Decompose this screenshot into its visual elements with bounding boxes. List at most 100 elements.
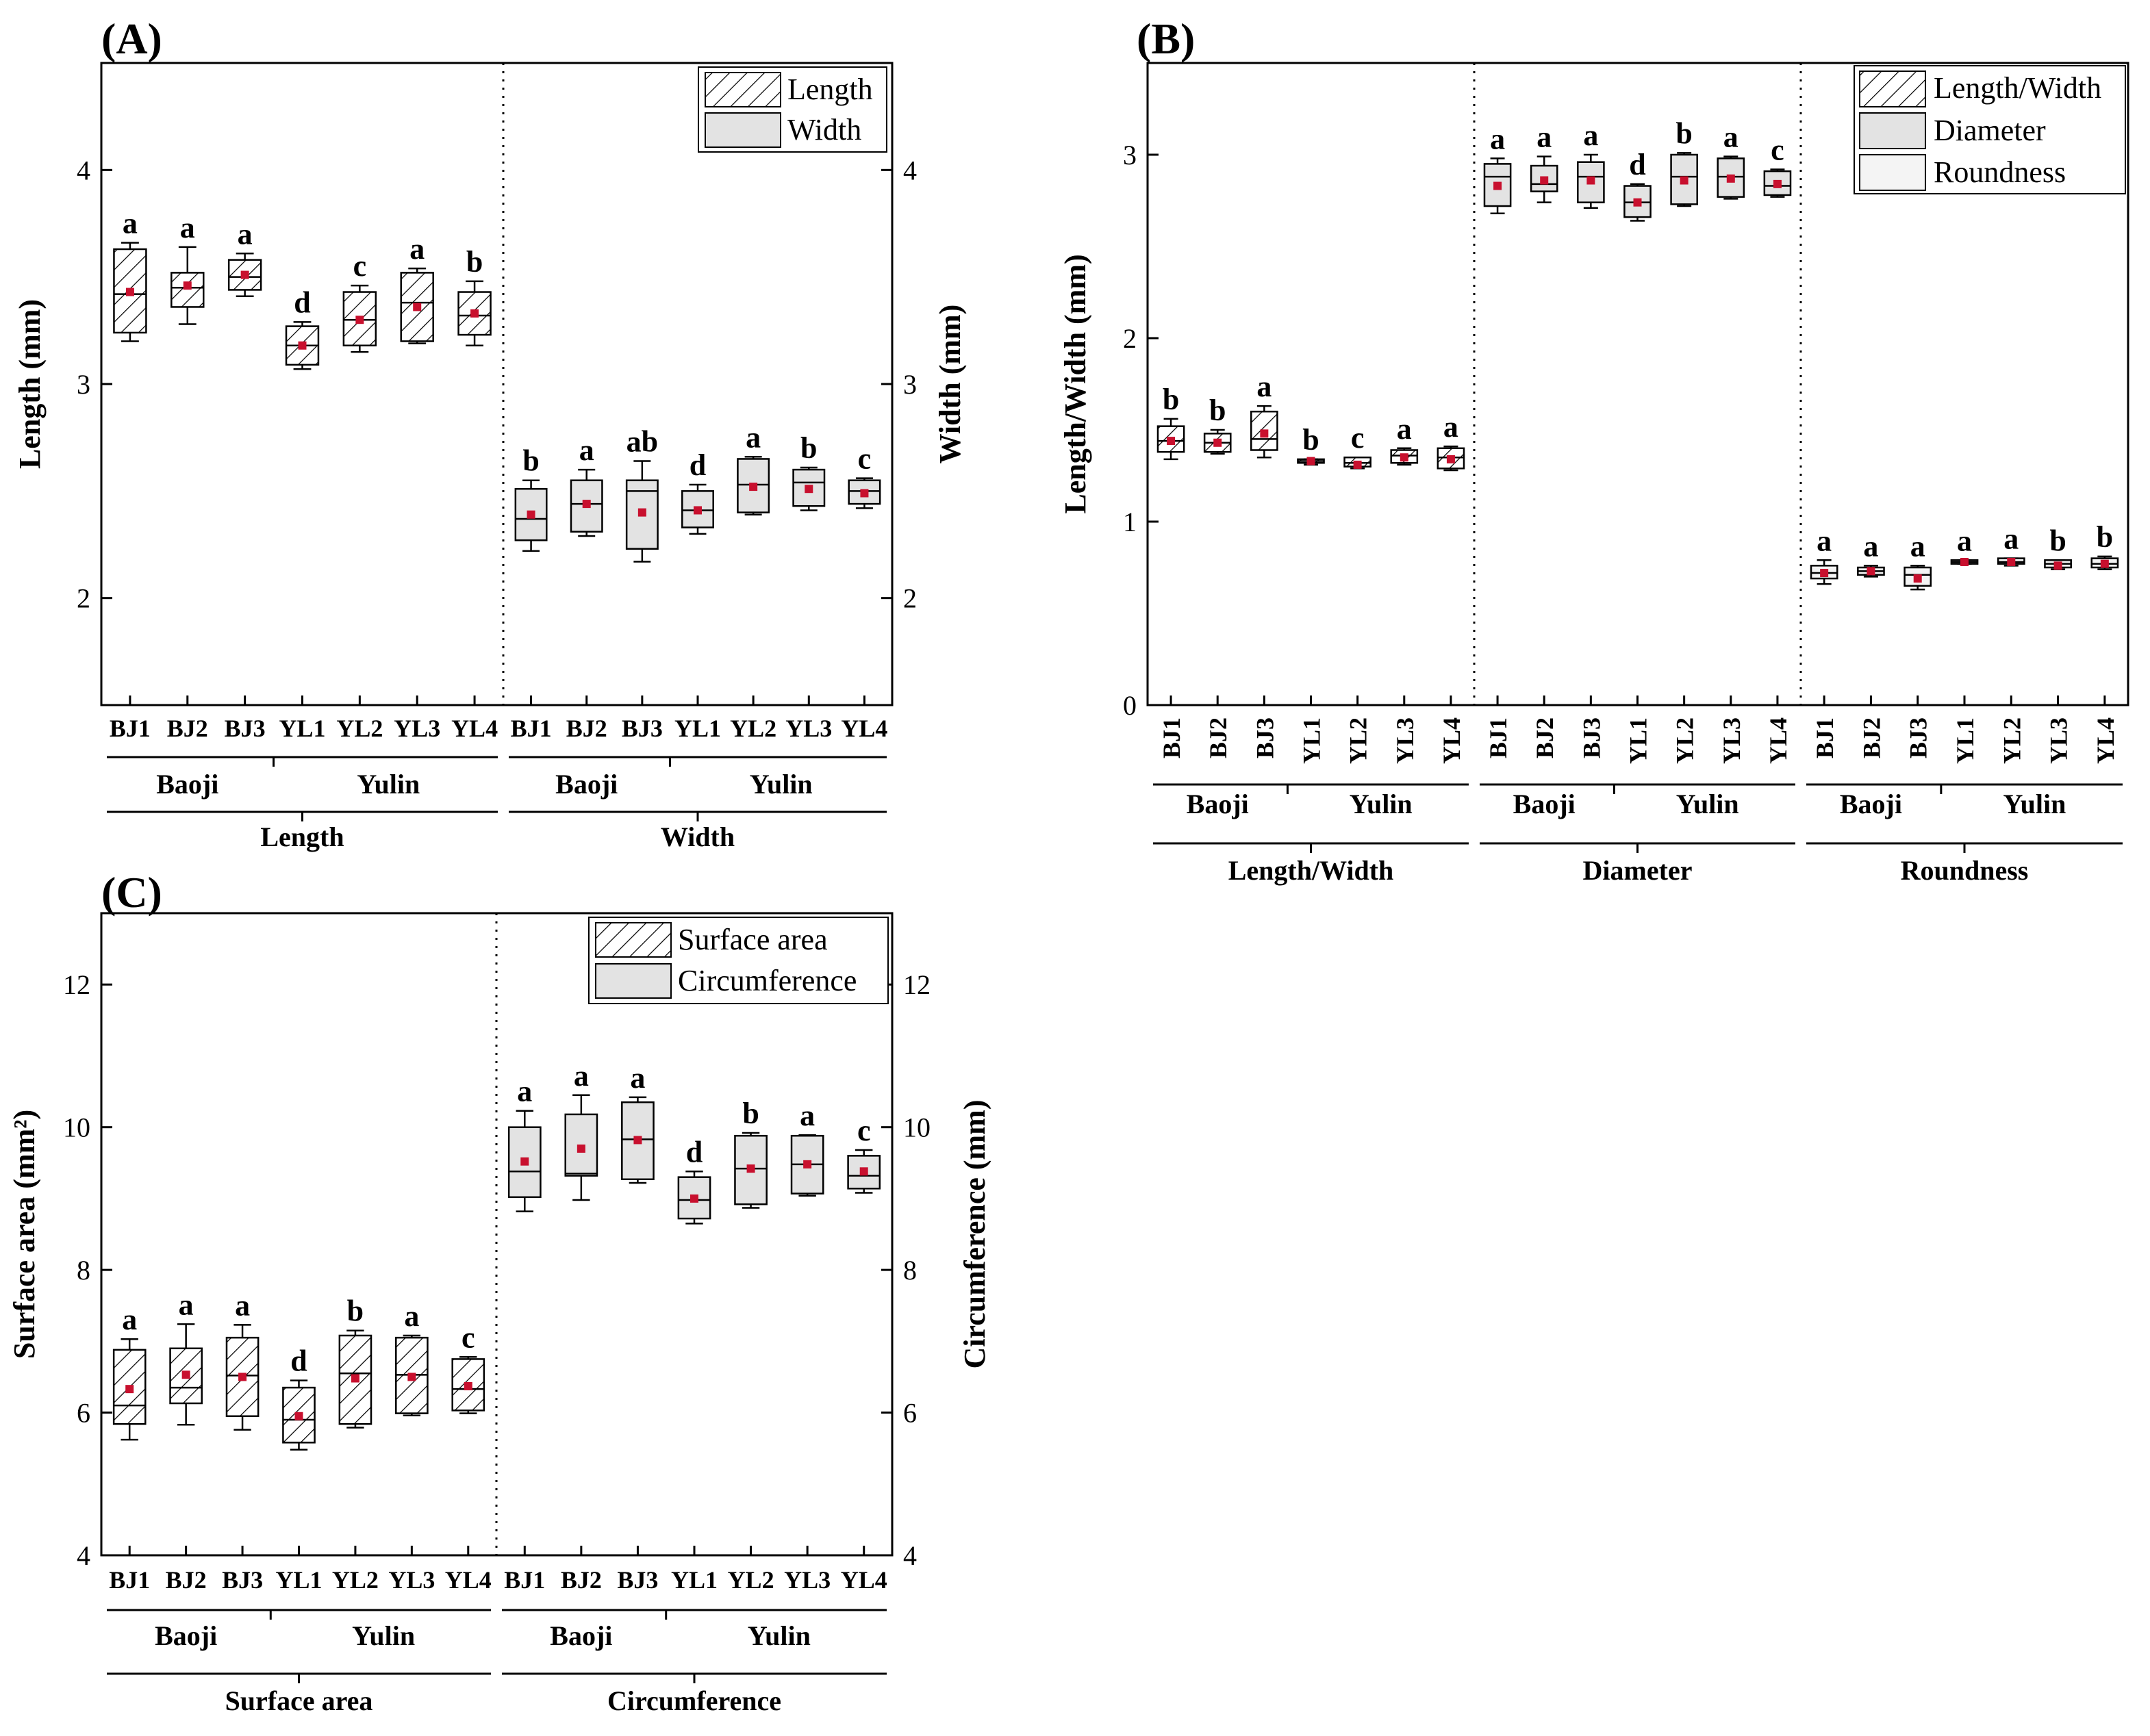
- mean-marker: [1586, 176, 1595, 185]
- significance-letter: a: [1957, 524, 1972, 557]
- mean-marker: [298, 341, 307, 350]
- panel-c-plot: 4 4 6 6 8 8 10 10 12 12 a BJ1 a BJ2 a BJ3 d YL1 b YL2 a YL3 c Y…: [63, 913, 931, 1716]
- mean-marker: [470, 309, 479, 318]
- significance-letter: a: [404, 1299, 419, 1333]
- significance-letter: b: [1209, 394, 1226, 427]
- y-tick-label-right: 12: [903, 969, 931, 1000]
- mean-marker: [1820, 569, 1829, 578]
- y-tick-label: 10: [63, 1112, 90, 1143]
- category-label: YL2: [730, 715, 776, 742]
- legend-label: Length/Width: [1934, 71, 2101, 105]
- category-label: BJ3: [225, 715, 266, 742]
- significance-letter: d: [686, 1135, 703, 1169]
- category-label: YL2: [1671, 717, 1699, 764]
- category-label: BJ1: [504, 1566, 545, 1594]
- significance-letter: b: [2097, 520, 2113, 554]
- significance-letter: a: [1910, 529, 1925, 563]
- category-label: YL2: [1998, 717, 2025, 764]
- mean-marker: [294, 1412, 303, 1420]
- mean-marker: [1400, 453, 1408, 462]
- category-label: BJ2: [167, 715, 208, 742]
- significance-letter: b: [466, 245, 483, 279]
- mean-marker: [520, 1157, 529, 1166]
- category-label: BJ1: [1811, 717, 1838, 758]
- legend-swatch-hatch: [1859, 71, 1926, 107]
- significance-letter: a: [179, 1288, 194, 1321]
- legend: Length/Width Diameter Roundness: [1854, 65, 2126, 194]
- mean-marker: [1260, 429, 1269, 438]
- mean-marker: [859, 1167, 868, 1176]
- category-label: YL3: [1391, 717, 1419, 764]
- category-label: BJ3: [222, 1566, 263, 1594]
- mean-marker: [1913, 574, 1922, 583]
- significance-letter: a: [800, 1099, 815, 1132]
- mean-marker: [2007, 557, 2016, 566]
- panel-b-tag: (B): [1137, 14, 1195, 63]
- mean-marker: [1680, 176, 1689, 185]
- significance-letter: c: [858, 442, 872, 476]
- group-label: Yulin: [1676, 789, 1739, 819]
- panel-c-left-axis-title: Surface area (mm²): [8, 1110, 41, 1359]
- mean-marker: [2100, 559, 2109, 568]
- mean-marker: [803, 1160, 812, 1169]
- category-label: BJ2: [1204, 717, 1232, 758]
- legend-label: Surface area: [678, 923, 828, 956]
- mean-marker: [1213, 438, 1222, 447]
- category-label: YL3: [784, 1566, 831, 1594]
- category-label: YL4: [2092, 717, 2119, 764]
- block-label: Diameter: [1583, 855, 1693, 886]
- category-label: BJ3: [617, 1566, 658, 1594]
- category-label: YL3: [394, 715, 440, 742]
- group-label: Baoji: [1187, 789, 1249, 819]
- y-tick-label: 8: [77, 1255, 90, 1286]
- mean-marker: [413, 303, 422, 311]
- mean-marker: [1867, 567, 1875, 576]
- significance-letter: a: [579, 433, 594, 467]
- significance-letter: a: [235, 1288, 250, 1322]
- mean-marker: [1540, 176, 1549, 185]
- y-tick-label: 2: [77, 583, 90, 614]
- mean-marker: [527, 510, 535, 519]
- mean-marker: [351, 1374, 359, 1383]
- mean-marker: [1960, 557, 1969, 566]
- box: [848, 479, 881, 505]
- category-label: BJ1: [109, 1566, 150, 1594]
- significance-letter: a: [1256, 370, 1272, 403]
- category-label: YL4: [1438, 717, 1465, 764]
- y-tick-label: 3: [1123, 140, 1137, 170]
- box: [227, 259, 262, 291]
- block-label: Circumference: [607, 1685, 781, 1716]
- block-label: Roundness: [1901, 855, 2029, 886]
- significance-letter: a: [1583, 118, 1598, 152]
- mean-marker: [181, 1370, 190, 1379]
- y-tick-label-right: 6: [903, 1398, 917, 1429]
- mean-marker: [1167, 437, 1176, 446]
- category-label: YL3: [1718, 717, 1745, 764]
- significance-letter: a: [238, 217, 253, 251]
- mean-marker: [183, 281, 192, 290]
- mean-marker: [1726, 174, 1735, 183]
- group-label: Baoji: [550, 1620, 612, 1651]
- mean-marker: [1493, 181, 1502, 190]
- block-label: Width: [661, 821, 735, 852]
- legend: Length Width: [698, 66, 887, 153]
- mean-marker: [407, 1373, 416, 1381]
- box: [1483, 163, 1512, 207]
- category-label: BJ3: [622, 715, 663, 742]
- category-label: BJ2: [561, 1566, 602, 1594]
- category-label: YL1: [671, 1566, 718, 1594]
- group-label: Yulin: [1350, 789, 1413, 819]
- category-label: YL2: [728, 1566, 774, 1594]
- category-label: YL1: [279, 715, 325, 742]
- mean-marker: [1773, 179, 1782, 188]
- category-label: YL2: [1345, 717, 1372, 764]
- mean-marker: [577, 1144, 585, 1153]
- y-tick-label-right: 4: [903, 155, 917, 186]
- category-label: BJ3: [1905, 717, 1932, 758]
- significance-letter: a: [180, 211, 195, 244]
- mean-marker: [805, 485, 813, 494]
- panel-a-right-axis-title: Width (mm): [933, 305, 967, 464]
- group-label: Baoji: [555, 769, 618, 800]
- significance-letter: d: [290, 1344, 307, 1378]
- y-tick-label-right: 4: [903, 1540, 917, 1571]
